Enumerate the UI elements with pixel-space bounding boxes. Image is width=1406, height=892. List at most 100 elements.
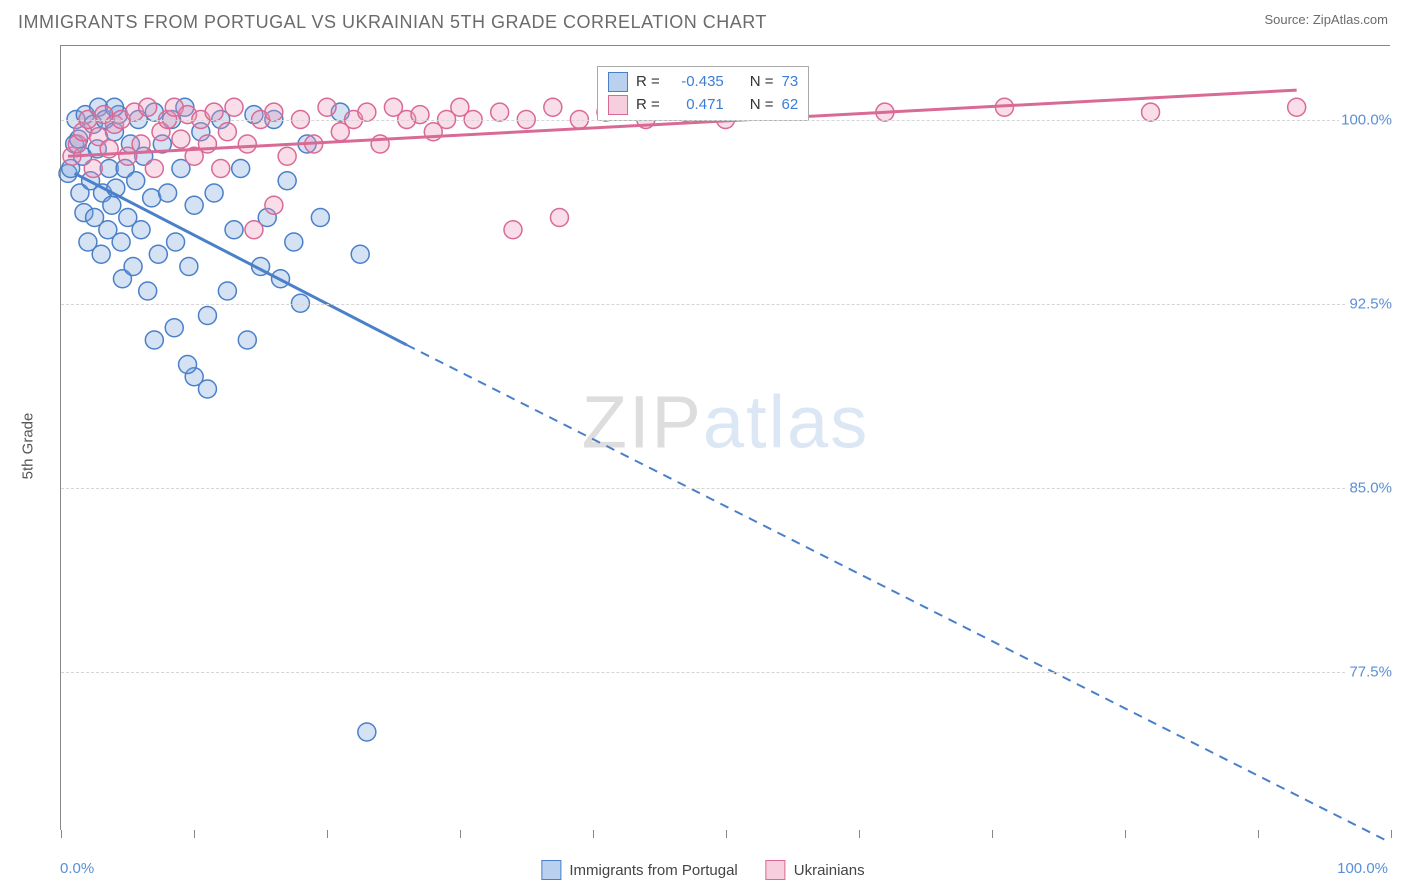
y-tick-label: 100.0% <box>1339 111 1394 128</box>
scatter-point <box>132 221 150 239</box>
scatter-point <box>218 282 236 300</box>
chart-title: IMMIGRANTS FROM PORTUGAL VS UKRAINIAN 5T… <box>18 12 767 33</box>
scatter-point <box>167 233 185 251</box>
scatter-point <box>504 221 522 239</box>
gridline <box>61 488 1390 489</box>
scatter-plot-svg <box>61 46 1390 830</box>
r-label: R = <box>636 94 660 117</box>
scatter-point <box>139 282 157 300</box>
scatter-point <box>124 258 142 276</box>
scatter-point <box>179 356 197 374</box>
scatter-point <box>145 331 163 349</box>
scatter-point <box>238 331 256 349</box>
series-legend: Immigrants from Portugal Ukrainians <box>541 860 864 880</box>
x-tick <box>992 830 993 838</box>
scatter-point <box>145 160 163 178</box>
legend-swatch <box>766 860 786 880</box>
scatter-point <box>550 209 568 227</box>
x-tick <box>61 830 62 838</box>
scatter-point <box>1142 103 1160 121</box>
scatter-point <box>103 196 121 214</box>
scatter-point <box>172 130 190 148</box>
scatter-point <box>112 233 130 251</box>
scatter-point <box>278 147 296 165</box>
scatter-point <box>245 221 263 239</box>
x-tick <box>1125 830 1126 838</box>
n-label: N = <box>750 71 774 94</box>
n-label: N = <box>750 94 774 117</box>
scatter-point <box>132 135 150 153</box>
x-tick <box>327 830 328 838</box>
scatter-point <box>165 319 183 337</box>
x-tick <box>1391 830 1392 838</box>
scatter-point <box>127 172 145 190</box>
scatter-point <box>358 103 376 121</box>
scatter-point <box>84 160 102 178</box>
scatter-point <box>149 245 167 263</box>
scatter-point <box>318 98 336 116</box>
legend-label: Immigrants from Portugal <box>569 862 737 879</box>
gridline <box>61 672 1390 673</box>
source-attribution: Source: ZipAtlas.com <box>1264 12 1388 27</box>
scatter-point <box>311 209 329 227</box>
y-tick-label: 92.5% <box>1347 295 1394 312</box>
n-value: 73 <box>782 71 799 94</box>
scatter-point <box>225 221 243 239</box>
y-tick-label: 85.0% <box>1347 479 1394 496</box>
scatter-point <box>358 723 376 741</box>
source-prefix: Source: <box>1264 12 1312 27</box>
stats-legend-row: R = 0.471 N = 62 <box>608 94 798 117</box>
x-tick <box>859 830 860 838</box>
scatter-point <box>198 307 216 325</box>
r-value: 0.471 <box>668 94 724 117</box>
scatter-point <box>205 184 223 202</box>
x-axis-max-label: 100.0% <box>1337 860 1388 877</box>
scatter-point <box>285 233 303 251</box>
scatter-point <box>238 135 256 153</box>
x-tick <box>1258 830 1259 838</box>
scatter-point <box>411 106 429 124</box>
scatter-point <box>205 103 223 121</box>
scatter-point <box>351 245 369 263</box>
legend-item: Ukrainians <box>766 860 865 880</box>
scatter-point <box>198 380 216 398</box>
legend-swatch <box>541 860 561 880</box>
legend-label: Ukrainians <box>794 862 865 879</box>
scatter-point <box>265 103 283 121</box>
y-axis-label: 5th Grade <box>20 413 37 480</box>
scatter-point <box>139 98 157 116</box>
x-tick <box>593 830 594 838</box>
scatter-point <box>180 258 198 276</box>
scatter-point <box>212 160 230 178</box>
scatter-point <box>159 184 177 202</box>
gridline <box>61 120 1390 121</box>
scatter-point <box>491 103 509 121</box>
y-tick-label: 77.5% <box>1347 663 1394 680</box>
scatter-point <box>218 123 236 141</box>
legend-item: Immigrants from Portugal <box>541 860 737 880</box>
legend-swatch <box>608 72 628 92</box>
r-label: R = <box>636 71 660 94</box>
stats-legend-row: R = -0.435 N = 73 <box>608 71 798 94</box>
scatter-point <box>143 189 161 207</box>
scatter-point <box>225 98 243 116</box>
x-axis-min-label: 0.0% <box>60 860 94 877</box>
scatter-point <box>265 196 283 214</box>
scatter-point <box>232 160 250 178</box>
legend-swatch <box>608 95 628 115</box>
r-value: -0.435 <box>668 71 724 94</box>
scatter-point <box>544 98 562 116</box>
stats-legend-box: R = -0.435 N = 73 R = 0.471 N = 62 <box>597 66 809 121</box>
scatter-point <box>185 196 203 214</box>
x-tick <box>194 830 195 838</box>
scatter-point <box>1288 98 1306 116</box>
scatter-point <box>278 172 296 190</box>
source-name: ZipAtlas.com <box>1313 12 1388 27</box>
chart-plot-area: ZIPatlas R =-0.435N =73R =0.471N =62 100… <box>60 45 1390 830</box>
x-tick <box>726 830 727 838</box>
n-value: 62 <box>782 94 799 117</box>
trend-line-extrapolated <box>407 345 1390 842</box>
x-tick <box>460 830 461 838</box>
scatter-point <box>92 245 110 263</box>
gridline <box>61 304 1390 305</box>
